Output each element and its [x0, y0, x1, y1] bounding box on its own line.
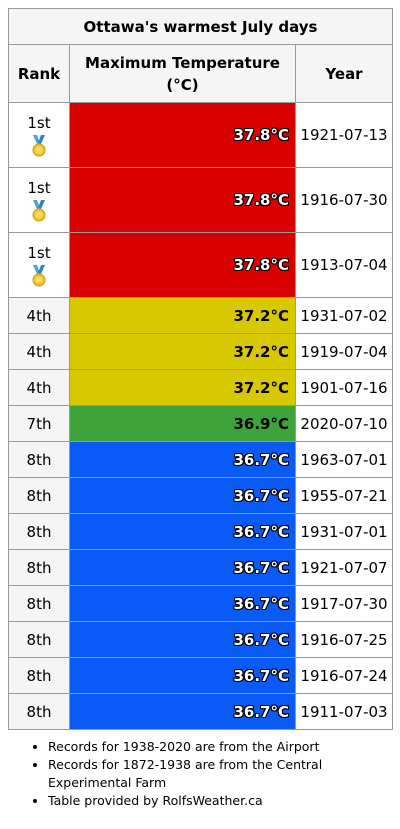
rank-cell: 8th — [8, 513, 70, 550]
rank-cell: 1st — [8, 232, 70, 298]
rank-header: Rank — [8, 44, 70, 103]
rank-label: 4th — [26, 378, 52, 397]
table-row: 8th 36.7°C 1931-07-01 — [8, 513, 394, 550]
date-cell: 1911-07-03 — [294, 693, 394, 730]
table-row: 8th 36.7°C 1916-07-24 — [8, 657, 394, 694]
rank-label: 8th — [26, 558, 52, 577]
rank-label: 8th — [26, 522, 52, 541]
date-cell: 1916-07-25 — [294, 621, 394, 658]
table-row: 8th 36.7°C 1916-07-25 — [8, 621, 394, 658]
table-row: 8th 36.7°C 1911-07-03 — [8, 693, 394, 730]
date-cell: 1917-07-30 — [294, 585, 394, 622]
rank-cell: 4th — [8, 369, 70, 406]
date-cell: 1916-07-30 — [294, 167, 394, 233]
temperature-cell: 37.8°C — [69, 102, 296, 168]
rank-cell: 8th — [8, 693, 70, 730]
rank-cell: 4th — [8, 333, 70, 370]
rank-label: 8th — [26, 594, 52, 613]
note-item: Records for 1872-1938 are from the Centr… — [48, 756, 392, 792]
rank-cell: 8th — [8, 549, 70, 586]
gold-medal-icon — [31, 264, 47, 287]
temperature-header: Maximum Temperature (°C) — [69, 44, 296, 103]
date-cell: 2020-07-10 — [294, 405, 394, 442]
table-row: 4th 37.2°C 1901-07-16 — [8, 369, 394, 406]
records-table: Ottawa's warmest July days Rank Maximum … — [7, 8, 394, 730]
temperature-cell: 36.7°C — [69, 513, 296, 550]
rank-label: 8th — [26, 666, 52, 685]
note-item: Records for 1938-2020 are from the Airpo… — [48, 738, 392, 756]
gold-medal-icon — [31, 199, 47, 222]
temperature-cell: 37.8°C — [69, 167, 296, 233]
temperature-cell: 36.7°C — [69, 549, 296, 586]
date-cell: 1921-07-07 — [294, 549, 394, 586]
rank-label: 8th — [26, 450, 52, 469]
date-cell: 1955-07-21 — [294, 477, 394, 514]
rank-cell: 8th — [8, 621, 70, 658]
table-row: 8th 36.7°C 1955-07-21 — [8, 477, 394, 514]
temperature-cell: 36.7°C — [69, 477, 296, 514]
note-item: Table provided by RolfsWeather.ca — [48, 792, 392, 810]
records-table-container: Ottawa's warmest July days Rank Maximum … — [7, 8, 394, 810]
year-header: Year — [294, 44, 394, 103]
date-cell: 1913-07-04 — [294, 232, 394, 298]
rank-cell: 8th — [8, 441, 70, 478]
rank-cell: 8th — [8, 657, 70, 694]
table-row: 4th 37.2°C 1931-07-02 — [8, 297, 394, 334]
rank-label: 8th — [26, 630, 52, 649]
date-cell: 1921-07-13 — [294, 102, 394, 168]
rank-cell: 1st — [8, 102, 70, 168]
table-row: 7th 36.9°C 2020-07-10 — [8, 405, 394, 442]
date-cell: 1931-07-01 — [294, 513, 394, 550]
rank-label: 1st — [27, 113, 51, 132]
table-row: 1st 37.8°C 1916-07-30 — [8, 167, 394, 233]
table-title: Ottawa's warmest July days — [7, 8, 394, 45]
rank-cell: 1st — [8, 167, 70, 233]
rank-label: 7th — [26, 414, 52, 433]
temperature-cell: 37.2°C — [69, 333, 296, 370]
rank-label: 8th — [26, 702, 52, 721]
table-row: 8th 36.7°C 1921-07-07 — [8, 549, 394, 586]
temperature-cell: 36.7°C — [69, 621, 296, 658]
temperature-cell: 37.2°C — [69, 297, 296, 334]
rank-label: 4th — [26, 342, 52, 361]
temperature-cell: 36.9°C — [69, 405, 296, 442]
date-cell: 1963-07-01 — [294, 441, 394, 478]
notes-list: Records for 1938-2020 are from the Airpo… — [8, 738, 392, 810]
temperature-cell: 36.7°C — [69, 585, 296, 622]
rank-cell: 4th — [8, 297, 70, 334]
temperature-cell: 36.7°C — [69, 657, 296, 694]
date-cell: 1931-07-02 — [294, 297, 394, 334]
rank-cell: 7th — [8, 405, 70, 442]
temperature-cell: 37.2°C — [69, 369, 296, 406]
temperature-cell: 36.7°C — [69, 441, 296, 478]
rank-label: 8th — [26, 486, 52, 505]
gold-medal-icon — [31, 134, 47, 157]
temperature-cell: 37.8°C — [69, 232, 296, 298]
table-row: 1st 37.8°C 1921-07-13 — [8, 102, 394, 168]
temperature-cell: 36.7°C — [69, 693, 296, 730]
table-row: 8th 36.7°C 1963-07-01 — [8, 441, 394, 478]
date-cell: 1901-07-16 — [294, 369, 394, 406]
table-body: 1st 37.8°C 1921-07-13 1st 37.8°C 1916-07-30 1s… — [8, 102, 394, 730]
rank-label: 4th — [26, 306, 52, 325]
temperature-header-line2: (°C) — [166, 75, 199, 94]
rank-cell: 8th — [8, 585, 70, 622]
table-row: 8th 36.7°C 1917-07-30 — [8, 585, 394, 622]
rank-cell: 8th — [8, 477, 70, 514]
rank-label: 1st — [27, 243, 51, 262]
date-cell: 1916-07-24 — [294, 657, 394, 694]
temperature-header-line1: Maximum Temperature — [85, 53, 280, 72]
rank-label: 1st — [27, 178, 51, 197]
date-cell: 1919-07-04 — [294, 333, 394, 370]
table-row: 4th 37.2°C 1919-07-04 — [8, 333, 394, 370]
table-row: 1st 37.8°C 1913-07-04 — [8, 232, 394, 298]
